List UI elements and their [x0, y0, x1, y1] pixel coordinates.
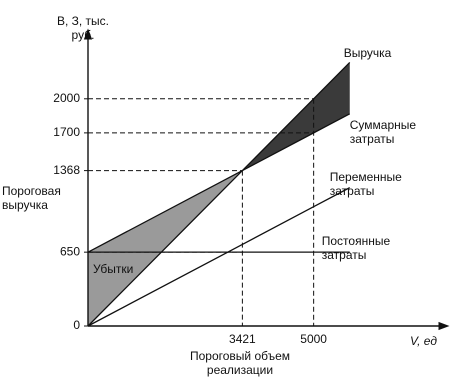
series-line: [87, 61, 351, 327]
y-tick-label: 650: [60, 244, 80, 258]
y-tick-label: 1700: [53, 125, 80, 139]
series-label: Суммарные затраты: [349, 117, 417, 146]
annotation: Убытки: [93, 262, 134, 276]
series-line: [87, 113, 351, 253]
x-tick-label: 5000: [300, 332, 327, 346]
x-axis-label: V, ед: [410, 334, 437, 348]
y-tick-label: 1368: [53, 163, 80, 177]
y-tick-label: 0: [73, 318, 80, 332]
y-axis-label: В, З, тыс. руб.: [56, 14, 110, 42]
y-tick-label: 2000: [53, 91, 80, 105]
series-line: [87, 187, 351, 327]
annotation: Пороговая выручка: [2, 184, 61, 212]
annotation: Пороговый объем реализации: [189, 349, 291, 377]
series-label: Выручка: [343, 46, 392, 61]
x-tick-label: 3421: [229, 332, 256, 346]
series-label: Переменные затраты: [329, 169, 402, 198]
series-label: Постоянные затраты: [321, 234, 391, 263]
